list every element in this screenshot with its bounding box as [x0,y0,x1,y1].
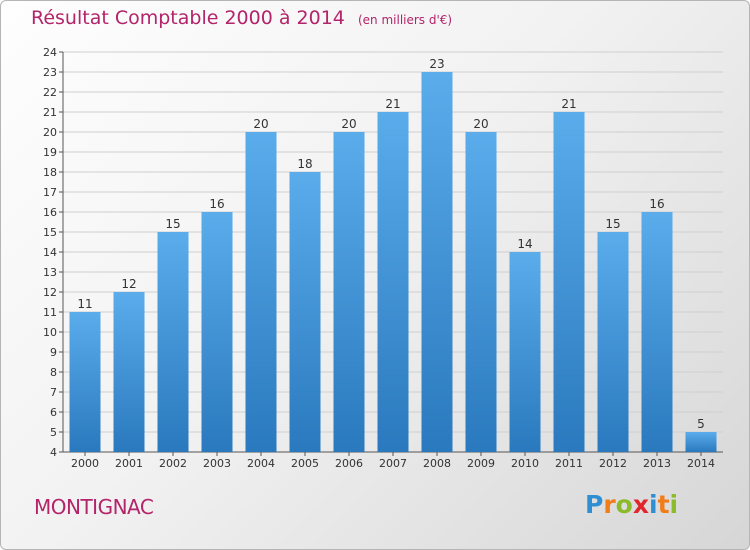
x-tick-label: 2000 [71,457,99,470]
bar-value-label: 15 [165,217,180,231]
bar-value-label: 12 [121,277,136,291]
y-tick-label: 18 [43,166,57,179]
bar-value-label: 15 [605,217,620,231]
x-tick-label: 2014 [687,457,715,470]
bar-value-label: 20 [341,117,356,131]
x-tick-label: 2005 [291,457,319,470]
y-tick-label: 20 [43,126,57,139]
bar-value-label: 20 [253,117,268,131]
logo-letter: i [649,490,658,519]
y-tick-label: 7 [50,386,57,399]
x-tick-label: 2004 [247,457,275,470]
bar [597,232,629,452]
bar-value-label: 16 [209,197,224,211]
bar-value-label: 21 [385,97,400,111]
bar [333,132,365,452]
bar [69,312,101,452]
bar [377,112,409,452]
x-tick-label: 2013 [643,457,671,470]
bar-value-label: 5 [697,417,705,431]
logo-letter: t [657,490,670,519]
x-tick-label: 2012 [599,457,627,470]
bar-value-label: 21 [561,97,576,111]
bar [289,172,321,452]
bar-value-label: 20 [473,117,488,131]
logo-letter: r [603,490,616,519]
bar [553,112,585,452]
x-tick-label: 2003 [203,457,231,470]
bar [641,212,673,452]
bar [245,132,277,452]
y-tick-label: 8 [50,366,57,379]
logo-letter: i [669,490,679,519]
y-tick-label: 21 [43,106,57,119]
y-tick-label: 11 [43,306,57,319]
commune-name: MONTIGNAC [34,495,154,519]
bar [465,132,497,452]
y-tick-label: 16 [43,206,57,219]
logo-letter: x [632,490,649,519]
x-tick-label: 2010 [511,457,539,470]
bar-value-label: 14 [517,237,532,251]
chart-title: Résultat Comptable 2000 à 2014 (en milli… [31,7,452,29]
logo-letter: P [585,490,604,519]
y-tick-label: 22 [43,86,57,99]
bar-value-label: 11 [77,297,92,311]
bar [509,252,541,452]
x-tick-label: 2011 [555,457,583,470]
logo-letter: o [615,490,633,519]
y-tick-label: 4 [50,446,57,459]
y-tick-label: 10 [43,326,57,339]
y-tick-label: 12 [43,286,57,299]
y-tick-label: 24 [43,46,57,59]
y-tick-label: 15 [43,226,57,239]
x-tick-label: 2006 [335,457,363,470]
x-tick-label: 2008 [423,457,451,470]
y-tick-label: 23 [43,66,57,79]
proxiti-logo: Proxiti [585,490,678,519]
bar-value-label: 16 [649,197,664,211]
chart-title-unit: (en milliers d'€) [357,13,453,27]
bar [113,292,145,452]
y-tick-label: 14 [43,246,57,259]
bar [157,232,189,452]
x-tick-label: 2001 [115,457,143,470]
y-tick-label: 5 [50,426,57,439]
y-tick-label: 17 [43,186,57,199]
y-tick-label: 6 [50,406,57,419]
bar-value-label: 23 [429,57,444,71]
bar [201,212,233,452]
x-tick-label: 2002 [159,457,187,470]
x-tick-label: 2007 [379,457,407,470]
y-tick-label: 19 [43,146,57,159]
bar [685,432,717,452]
chart-title-main: Résultat Comptable 2000 à 2014 [31,7,345,29]
x-tick-label: 2009 [467,457,495,470]
bar [421,72,453,452]
bar-value-label: 18 [297,157,312,171]
y-tick-label: 9 [50,346,57,359]
y-tick-label: 13 [43,266,57,279]
